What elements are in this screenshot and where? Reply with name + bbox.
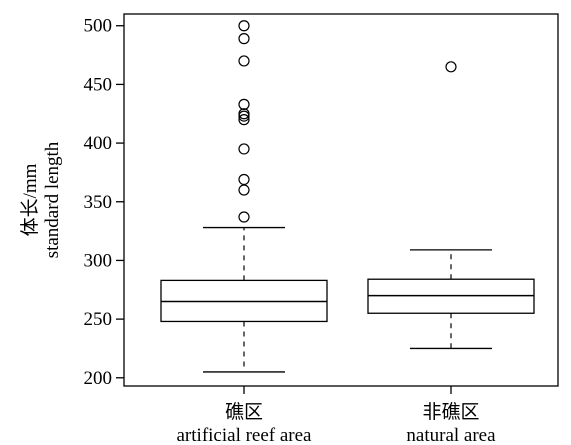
outlier-point <box>238 173 250 186</box>
box-series <box>160 20 535 373</box>
outlier-point <box>238 33 250 45</box>
y-tick-label: 350 <box>84 192 113 213</box>
category-label-en-natural: natural area <box>406 425 496 445</box>
y-axis-label: 体长/mm standard length <box>19 141 63 258</box>
category-label-cn-natural: 非礁区 <box>422 401 479 423</box>
box-group <box>367 61 535 350</box>
outlier-point <box>238 184 250 196</box>
category-label-en-reef: artificial reef area <box>177 425 313 445</box>
y-axis-label-line-1: 体长/mm <box>19 163 41 236</box>
outlier-point <box>238 114 250 126</box>
outlier-point <box>238 143 250 155</box>
y-axis-label-line-2: standard length <box>42 141 63 258</box>
outlier-point <box>238 20 250 32</box>
outlier-point <box>238 211 250 223</box>
category-label-cn-reef: 礁区 <box>225 401 263 423</box>
box-group <box>160 20 328 373</box>
plot-frame <box>123 13 559 387</box>
outlier-point <box>238 98 250 110</box>
y-tick-label: 250 <box>84 309 113 330</box>
y-tick-label: 200 <box>84 368 113 389</box>
x-axis-ticks <box>243 386 452 394</box>
y-tick-label: 500 <box>84 16 113 37</box>
outlier-point <box>238 108 250 120</box>
y-tick-label: 450 <box>84 74 113 95</box>
outlier-point <box>445 61 457 73</box>
y-axis-ticks: 200 250 300 350 400 450 500 <box>84 16 124 389</box>
outlier-point <box>238 55 250 67</box>
y-tick-label: 300 <box>84 250 113 271</box>
x-axis-labels: 礁区 artificial reef area 非礁区 natural area <box>177 401 497 445</box>
y-tick-label: 400 <box>84 133 113 154</box>
